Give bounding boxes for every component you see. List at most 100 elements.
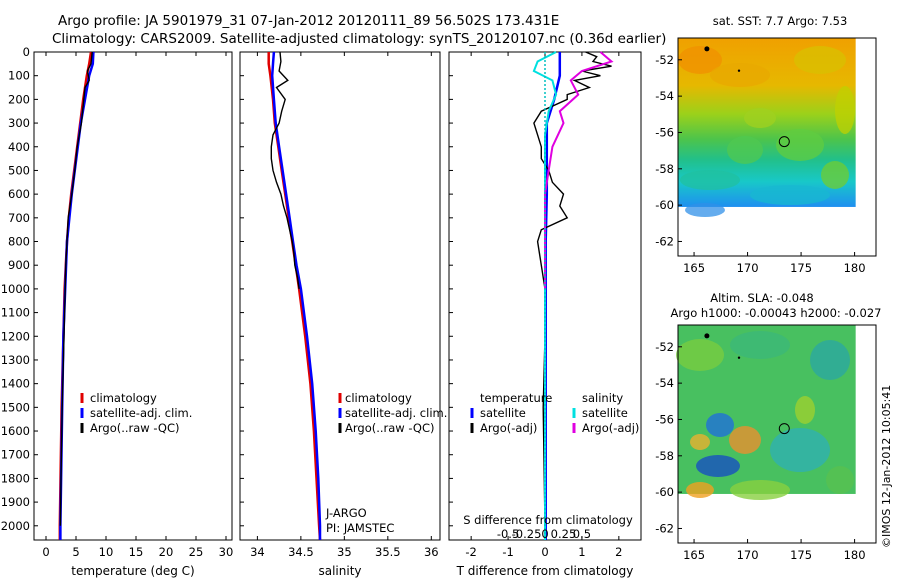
series-line-argo-raw-qc-: [59, 51, 93, 526]
y-tick-label: -54: [655, 89, 674, 103]
y-tick-label: 1500: [1, 400, 30, 414]
legend-label: satellite-adj. clim.: [345, 406, 447, 420]
sla-map-title-2: Argo h1000: -0.00043 h2000: -0.027: [671, 306, 882, 320]
x-tick-label: 165: [683, 548, 705, 562]
x-tick-label: 25: [189, 545, 204, 559]
series-line-argo-raw-qc-: [270, 51, 300, 289]
y-tick-label: 600: [8, 187, 30, 201]
y-tick-label: 1300: [1, 353, 30, 367]
x-tick-label: 20: [159, 545, 174, 559]
y-tick-label: 2000: [1, 519, 30, 533]
x-tick-label: 5: [72, 545, 79, 559]
island-marker: [704, 333, 710, 339]
sst-patch: [685, 203, 725, 217]
x-tick-label: -1: [502, 545, 513, 559]
difference-panel: -2 -1 0 1 2 T difference from climatology -0.5…: [448, 51, 642, 578]
series-line-temperature-satellite: [544, 52, 562, 540]
x-tick-label: 2: [615, 545, 622, 559]
legend-label: satellite: [480, 406, 526, 420]
y-tick-label: 1100: [1, 306, 30, 320]
annotation-pi: PI: JAMSTEC: [326, 521, 394, 535]
x-tick-label: 35.5: [375, 545, 401, 559]
map-frame: [677, 37, 877, 257]
sst-patch: [821, 161, 849, 189]
y-tick-label: -60: [655, 198, 674, 212]
x-tick-label: 175: [790, 261, 812, 275]
credit-text: ©IMOS 12-Jan-2012 10:05:41: [880, 385, 893, 548]
sla-patch: [795, 396, 815, 424]
y-tick-label: -58: [655, 449, 674, 463]
x-tick-label: 0: [541, 545, 548, 559]
sla-patch: [706, 413, 734, 437]
sla-patch: [690, 434, 710, 450]
y-tick-label: 1700: [1, 448, 30, 462]
sst-patch: [710, 63, 770, 87]
y-tick-label: 0: [23, 45, 30, 59]
series-line-salinity-argo-adj-: [544, 51, 614, 289]
sla-patch: [730, 331, 790, 359]
y-tick-label: -62: [655, 234, 674, 248]
x-tick-label: -2: [465, 545, 476, 559]
y-tick-label: 400: [8, 140, 30, 154]
y-tick-label: 1800: [1, 471, 30, 485]
s-tick-label: 0.25: [551, 527, 577, 541]
y-tick-label: 800: [8, 235, 30, 249]
sla-map-title-1: Altim. SLA: -0.048: [710, 291, 814, 305]
legend-label: climatology: [345, 391, 412, 405]
y-tick-label: -62: [655, 521, 674, 535]
series-line-satellite-adj-clim-: [270, 51, 322, 540]
sst-map-title: sat. SST: 7.7 Argo: 7.53: [713, 14, 848, 28]
legend-title-salinity: salinity: [582, 391, 623, 405]
y-tick-label: 700: [8, 211, 30, 225]
y-tick-label: -52: [655, 340, 674, 354]
map-frame: [677, 324, 877, 544]
sst-patch: [744, 108, 776, 128]
x-tick-label: 170: [737, 261, 759, 275]
x-tick-label: 175: [790, 548, 812, 562]
legend-label: Argo(..raw -QC): [90, 421, 180, 435]
sst-patch: [776, 129, 824, 161]
x-axis-label: temperature (deg C): [71, 564, 194, 578]
sla-map-panel: 165 170 175 180 -52 -54 -56 -58 -60 -62 Altim. SLA…: [655, 291, 881, 562]
sla-patch: [676, 339, 724, 371]
s-tick-label: 0.5: [573, 527, 591, 541]
y-tick-label: 200: [8, 92, 30, 106]
x-tick-label: 170: [737, 548, 759, 562]
sla-patch: [826, 466, 854, 494]
sst-patch: [680, 170, 740, 190]
y-tick-label: 300: [8, 116, 30, 130]
sla-patch: [730, 480, 790, 500]
header-line-1: Argo profile: JA 5901979_31 07-Jan-2012 …: [58, 13, 559, 29]
plot-frame: [239, 51, 441, 541]
y-tick-label: 1200: [1, 329, 30, 343]
s-tick-label: -0.5: [497, 527, 519, 541]
x-tick-label: 180: [844, 261, 866, 275]
s-tick-label: -0.25: [512, 527, 542, 541]
y-tick-label: 1900: [1, 495, 30, 509]
island-marker: [704, 46, 710, 52]
argo-position-marker: [778, 423, 790, 435]
salinity-panel: 34 34.5 35 35.5 36 salinity climatologysatelli…: [239, 51, 447, 578]
y-tick-label: 100: [8, 69, 30, 83]
header-line-2: Climatology: CARS2009. Satellite-adjuste…: [52, 31, 666, 47]
y-tick-label: -58: [655, 162, 674, 176]
sst-patch: [750, 185, 830, 205]
sst-patch: [727, 136, 763, 164]
sla-patch: [696, 455, 740, 477]
s-axis-label: S difference from climatology: [463, 513, 633, 527]
island-marker: [737, 69, 741, 72]
legend-label: Argo(-adj): [480, 421, 537, 435]
sst-patch: [794, 46, 846, 74]
x-tick-label: 0: [42, 545, 49, 559]
x-tick-label: 34.5: [288, 545, 314, 559]
x-tick-label: 34: [250, 545, 265, 559]
y-tick-label: -60: [655, 485, 674, 499]
legend-label: Argo(..raw -QC): [345, 421, 435, 435]
x-tick-label: 30: [219, 545, 234, 559]
sla-patch: [810, 340, 850, 380]
legend-title-temperature: temperature: [480, 391, 552, 405]
x-tick-label: 10: [99, 545, 114, 559]
sst-patch: [835, 86, 855, 134]
y-tick-label: 500: [8, 163, 30, 177]
y-tick-label: -52: [655, 53, 674, 67]
